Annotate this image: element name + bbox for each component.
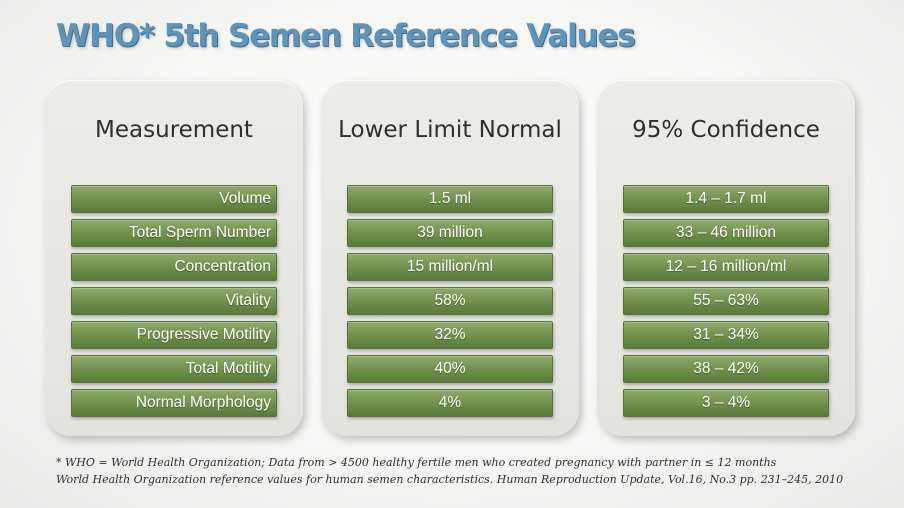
confidence-header: 95% Confidence — [632, 117, 820, 143]
measurement-concentration: Concentration — [71, 253, 277, 281]
page-title: WHO* 5th Semen Reference Values — [56, 18, 636, 54]
measurement-total-sperm-number: Total Sperm Number — [71, 219, 277, 247]
measurement-progressive-motility: Progressive Motility — [71, 321, 277, 349]
confidence-normal-morphology: 3 – 4% — [623, 389, 829, 417]
lower-limit-header: Lower Limit Normal — [338, 117, 562, 143]
lower-limit-volume: 1.5 ml — [347, 185, 553, 213]
lower-limit-panel: Lower Limit Normal 1.5 ml 39 million 15 … — [321, 80, 579, 436]
lower-limit-progressive-motility: 32% — [347, 321, 553, 349]
measurement-header: Measurement — [95, 117, 253, 143]
confidence-total-motility: 38 – 42% — [623, 355, 829, 383]
lower-limit-normal-morphology: 4% — [347, 389, 553, 417]
lower-limit-concentration: 15 million/ml — [347, 253, 553, 281]
confidence-progressive-motility: 31 – 34% — [623, 321, 829, 349]
confidence-list: 1.4 – 1.7 ml 33 – 46 million 12 – 16 mil… — [623, 185, 829, 423]
measurement-panel: Measurement Volume Total Sperm Number Co… — [45, 80, 303, 436]
footnote-citation: World Health Organization reference valu… — [56, 473, 844, 486]
lower-limit-total-sperm-number: 39 million — [347, 219, 553, 247]
measurement-total-motility: Total Motility — [71, 355, 277, 383]
measurement-normal-morphology: Normal Morphology — [71, 389, 277, 417]
confidence-volume: 1.4 – 1.7 ml — [623, 185, 829, 213]
lower-limit-vitality: 58% — [347, 287, 553, 315]
lower-limit-list: 1.5 ml 39 million 15 million/ml 58% 32% … — [347, 185, 553, 423]
measurement-vitality: Vitality — [71, 287, 277, 315]
footnote-definition: * WHO = World Health Organization; Data … — [56, 456, 777, 469]
measurement-volume: Volume — [71, 185, 277, 213]
lower-limit-total-motility: 40% — [347, 355, 553, 383]
confidence-total-sperm-number: 33 – 46 million — [623, 219, 829, 247]
measurement-list: Volume Total Sperm Number Concentration … — [71, 185, 277, 423]
confidence-panel: 95% Confidence 1.4 – 1.7 ml 33 – 46 mill… — [597, 80, 855, 436]
confidence-vitality: 55 – 63% — [623, 287, 829, 315]
footnote: * WHO = World Health Organization; Data … — [56, 454, 886, 488]
confidence-concentration: 12 – 16 million/ml — [623, 253, 829, 281]
